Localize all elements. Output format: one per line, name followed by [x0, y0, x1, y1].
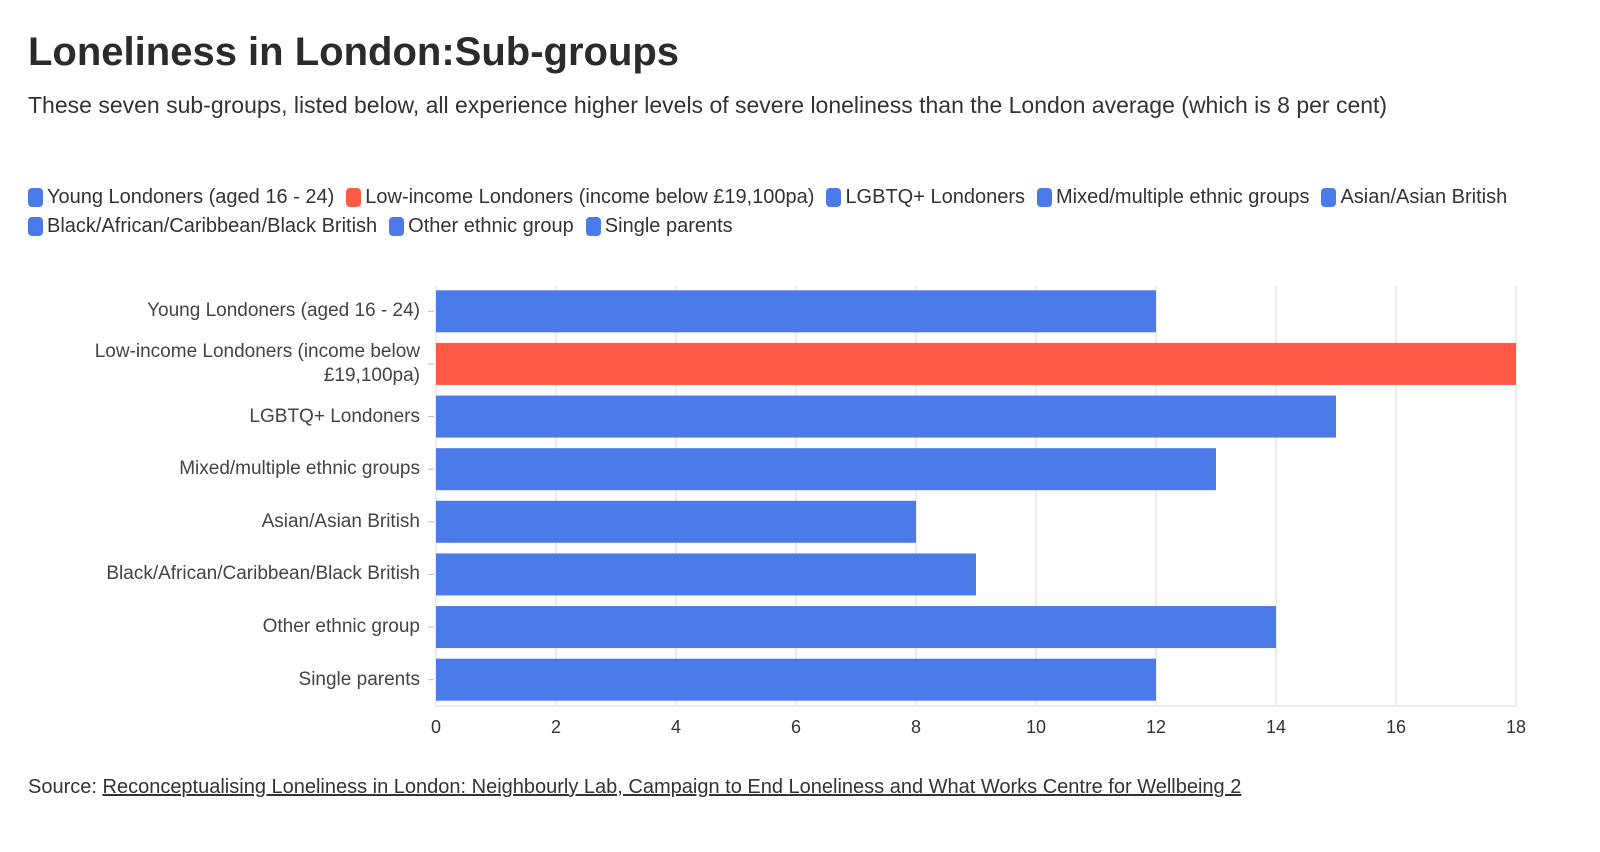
- source-link[interactable]: Reconceptualising Loneliness in London: …: [102, 776, 1242, 798]
- legend-label: Mixed/multiple ethnic groups: [1056, 186, 1310, 208]
- legend-label: Asian/Asian British: [1340, 186, 1508, 208]
- legend-label: Young Londoners (aged 16 - 24): [47, 186, 335, 208]
- x-tick-label: 18: [1506, 717, 1526, 737]
- x-tick-label: 14: [1266, 717, 1286, 737]
- x-tick-label: 12: [1146, 717, 1166, 737]
- legend-label: Black/African/Caribbean/Black British: [47, 215, 378, 237]
- source-label: Source:: [28, 776, 97, 798]
- legend-item: Low-income Londoners (income below £19,1…: [346, 186, 814, 209]
- source: Source: Reconceptualising Loneliness in …: [28, 776, 1241, 799]
- x-tick-label: 2: [551, 717, 561, 737]
- legend-item: Black/African/Caribbean/Black British: [28, 215, 377, 238]
- x-tick-label: 0: [431, 717, 441, 737]
- y-tick-label: Low-income Londoners (income below £19,1…: [94, 340, 420, 386]
- legend-item: Young Londoners (aged 16 - 24): [28, 186, 334, 209]
- bar: [436, 606, 1276, 649]
- bar: [436, 290, 1156, 333]
- y-tick-label: Other ethnic group: [262, 616, 420, 638]
- bar: [436, 448, 1216, 491]
- y-tick-label: Asian/Asian British: [261, 510, 420, 532]
- legend-swatch: [389, 217, 405, 236]
- legend-label: Other ethnic group: [408, 215, 574, 237]
- y-tick-label: Mixed/multiple ethnic groups: [179, 458, 420, 480]
- x-tick-label: 8: [911, 717, 921, 737]
- bar: [436, 342, 1516, 385]
- legend-swatch: [346, 188, 362, 207]
- x-tick-label: 10: [1026, 717, 1046, 737]
- y-tick-label: Young Londoners (aged 16 - 24): [147, 300, 420, 322]
- legend-label: Low-income Londoners (income below £19,1…: [365, 186, 815, 208]
- legend-item: Asian/Asian British: [1321, 186, 1507, 209]
- bar: [436, 500, 916, 543]
- chart-subtitle: These seven sub-groups, listed below, al…: [28, 92, 1388, 118]
- bar: [436, 553, 976, 596]
- legend-swatch: [1321, 188, 1337, 207]
- bar: [436, 395, 1336, 438]
- chart-title: Loneliness in London:Sub-groups: [28, 30, 680, 74]
- y-tick-label: Black/African/Caribbean/Black British: [106, 563, 420, 585]
- x-tick-label: 6: [791, 717, 801, 737]
- bar: [436, 658, 1156, 701]
- y-tick-label: Single parents: [298, 668, 420, 690]
- legend-item: LGBTQ+ Londoners: [826, 186, 1025, 209]
- legend-item: Mixed/multiple ethnic groups: [1037, 186, 1309, 209]
- legend-swatch: [1037, 188, 1052, 207]
- legend-label: LGBTQ+ Londoners: [845, 186, 1025, 208]
- legend: Young Londoners (aged 16 - 24) Low-income…: [28, 186, 1528, 238]
- legend-swatch: [28, 217, 43, 236]
- legend-label: Single parents: [604, 215, 733, 237]
- x-tick-label: 4: [671, 717, 681, 737]
- legend-swatch: [585, 217, 601, 236]
- legend-item: Other ethnic group: [389, 215, 574, 238]
- legend-item: Single parents: [585, 215, 733, 238]
- y-tick-label: LGBTQ+ Londoners: [249, 405, 420, 427]
- x-tick-label: 16: [1386, 717, 1406, 737]
- legend-swatch: [826, 188, 842, 207]
- legend-swatch: [28, 188, 43, 207]
